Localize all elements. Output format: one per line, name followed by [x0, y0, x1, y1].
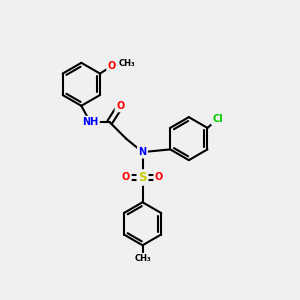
Text: S: S — [138, 171, 147, 184]
Text: NH: NH — [82, 117, 98, 127]
Text: O: O — [108, 61, 116, 71]
Text: N: N — [139, 147, 147, 157]
Text: CH₃: CH₃ — [118, 58, 135, 68]
Text: Cl: Cl — [212, 114, 223, 124]
Text: O: O — [116, 101, 124, 111]
Text: CH₃: CH₃ — [134, 254, 151, 263]
Text: O: O — [155, 172, 163, 182]
Text: O: O — [122, 172, 130, 182]
